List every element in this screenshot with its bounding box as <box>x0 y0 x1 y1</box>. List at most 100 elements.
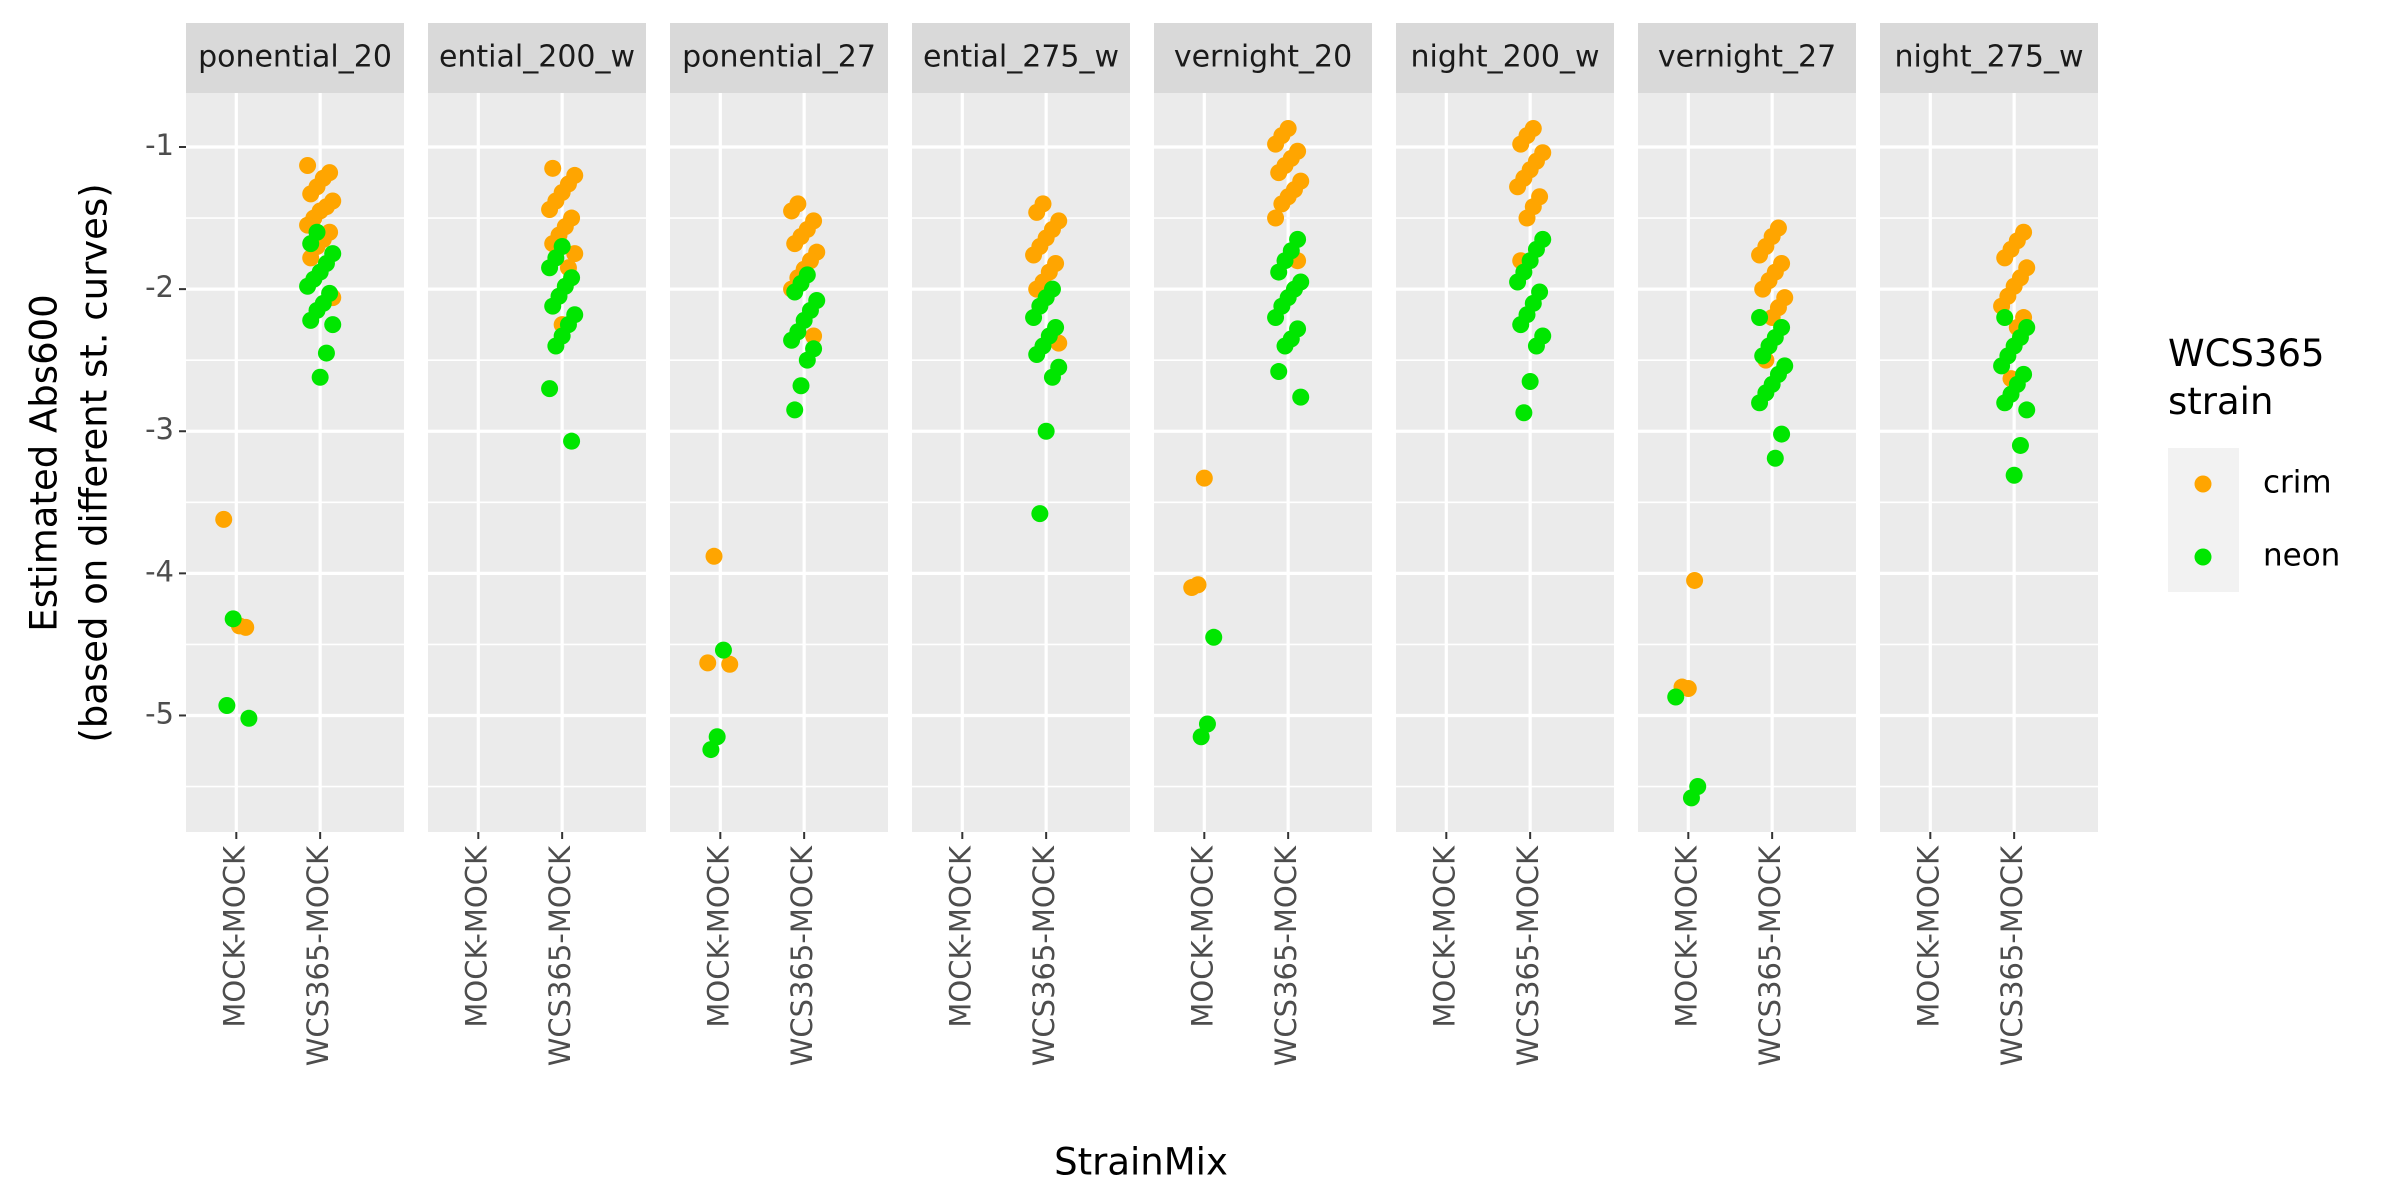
data-point <box>1751 394 1769 412</box>
data-point <box>1195 469 1213 487</box>
data-point <box>798 351 816 369</box>
data-point <box>1273 195 1291 213</box>
data-point <box>1766 449 1784 467</box>
facet-strip <box>1880 23 2098 93</box>
facet-title: vernight_20 <box>1174 40 1352 75</box>
data-point <box>705 547 723 565</box>
data-point <box>1267 135 1285 153</box>
data-point <box>311 368 329 386</box>
data-point <box>1512 135 1530 153</box>
data-point <box>2005 466 2023 484</box>
data-point <box>805 327 823 345</box>
data-point <box>1996 309 2014 327</box>
facet-strip <box>670 23 888 93</box>
facet-title: night_200_w <box>1411 40 1600 75</box>
data-point <box>324 316 342 334</box>
data-point <box>786 235 804 253</box>
legend-marker <box>2194 548 2212 566</box>
data-point <box>1754 280 1772 298</box>
data-point <box>541 259 559 277</box>
y-axis-title: (based on different st. curves) <box>73 183 116 742</box>
data-point <box>563 432 581 450</box>
data-point <box>302 249 320 267</box>
panel-background <box>428 93 646 832</box>
data-point <box>1276 337 1294 355</box>
y-axis-title: Estimated Abs600 <box>23 294 66 631</box>
x-tick-label: MOCK-MOCK <box>1427 845 1461 1028</box>
x-tick-label: WCS365-MOCK <box>1753 845 1787 1066</box>
data-point <box>224 610 242 628</box>
data-point <box>1509 178 1527 196</box>
data-point <box>1031 505 1049 523</box>
data-point <box>302 311 320 329</box>
data-point <box>317 344 335 362</box>
data-point <box>1686 571 1704 589</box>
data-point <box>1512 316 1530 334</box>
data-point <box>544 159 562 177</box>
data-point <box>792 377 810 395</box>
facet-title: ential_200_w <box>439 40 635 75</box>
legend-key-background <box>2168 448 2239 592</box>
legend-marker <box>2194 475 2212 493</box>
x-tick-label: MOCK-MOCK <box>1669 845 1703 1028</box>
facet-strip <box>428 23 646 93</box>
data-point <box>1993 357 2011 375</box>
legend-title: WCS365 strain <box>2168 332 2325 423</box>
data-point <box>299 156 317 174</box>
panel-background <box>912 93 1130 832</box>
data-point <box>1751 246 1769 264</box>
data-point <box>544 297 562 315</box>
facet-strip <box>1396 23 1614 93</box>
data-point <box>541 201 559 219</box>
x-axis-title: StrainMix <box>1054 1141 1228 1184</box>
data-point <box>783 331 801 349</box>
y-tick-label: -3 <box>145 412 174 446</box>
y-tick-label: -1 <box>145 128 174 162</box>
data-point <box>1754 347 1772 365</box>
data-point <box>1270 363 1288 381</box>
data-point <box>1192 728 1210 746</box>
data-point <box>708 728 726 746</box>
data-point <box>1028 203 1046 221</box>
data-point <box>215 510 233 528</box>
facet-strip <box>1154 23 1372 93</box>
facet-title: night_275_w <box>1895 40 2084 75</box>
data-point <box>302 185 320 203</box>
data-point <box>721 655 739 673</box>
panel-background <box>1880 93 2098 832</box>
x-tick-label: MOCK-MOCK <box>1911 845 1945 1028</box>
x-tick-label: MOCK-MOCK <box>1185 845 1219 1028</box>
x-tick-label: WCS365-MOCK <box>301 845 335 1066</box>
panel-background <box>670 93 888 832</box>
facet-strip <box>186 23 404 93</box>
data-point <box>1527 337 1545 355</box>
y-tick-label: -4 <box>145 554 174 588</box>
data-point <box>1028 345 1046 363</box>
y-tick-label: -2 <box>145 270 174 304</box>
data-point <box>1751 309 1769 327</box>
x-tick-label: WCS365-MOCK <box>1027 845 1061 1066</box>
x-tick-label: MOCK-MOCK <box>701 845 735 1028</box>
x-tick-label: MOCK-MOCK <box>943 845 977 1028</box>
data-point <box>1996 249 2014 267</box>
facet-title: ponential_20 <box>198 40 392 75</box>
data-point <box>541 380 559 398</box>
data-point <box>699 654 717 672</box>
data-point <box>786 283 804 301</box>
facet-strip <box>912 23 1130 93</box>
x-tick-label: WCS365-MOCK <box>543 845 577 1066</box>
data-point <box>218 697 236 715</box>
data-point <box>702 741 720 759</box>
facet-title: ential_275_w <box>923 40 1119 75</box>
data-point <box>1267 309 1285 327</box>
facet-title: vernight_27 <box>1658 40 1836 75</box>
data-point <box>1043 368 1061 386</box>
data-point <box>1996 394 2014 412</box>
data-point <box>1773 425 1791 443</box>
data-point <box>1667 688 1685 706</box>
facet-title: ponential_27 <box>682 40 876 75</box>
data-point <box>240 709 258 727</box>
panel-background <box>1638 93 1856 832</box>
data-point <box>1292 388 1310 406</box>
data-point <box>1037 422 1055 440</box>
